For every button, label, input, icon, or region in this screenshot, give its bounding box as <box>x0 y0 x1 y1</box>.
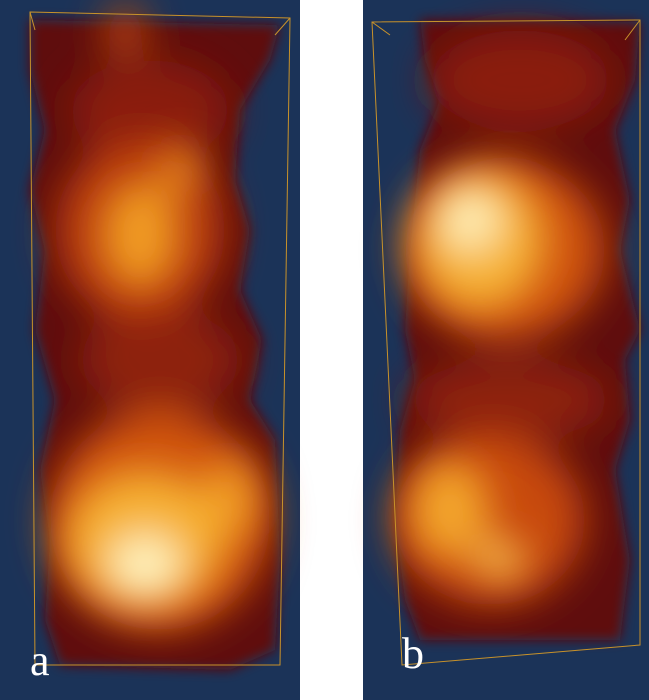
panel-a: a <box>0 0 300 700</box>
figure: a b <box>0 0 649 700</box>
page: a b (() => { const data = JSON.parse(doc… <box>0 0 649 700</box>
panel-b: b <box>363 0 649 700</box>
panel-label: a <box>30 636 50 685</box>
panel-label: b <box>402 629 424 678</box>
